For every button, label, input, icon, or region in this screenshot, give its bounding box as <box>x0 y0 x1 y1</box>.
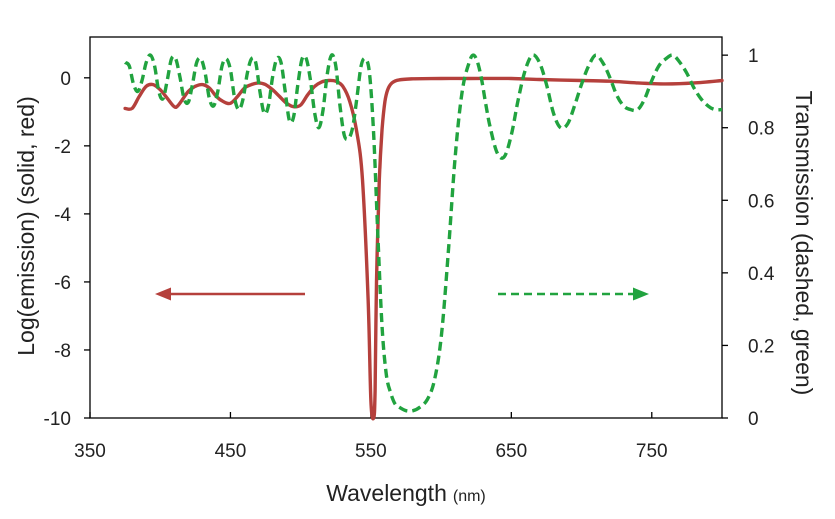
transmission-arrow <box>498 287 649 301</box>
emission-series-line <box>123 76 724 421</box>
y-right-tick-label: 0.8 <box>748 119 774 140</box>
y-left-axis-title: Log(emission) (solid, red) <box>13 96 39 355</box>
y-right-axis-title: Transmission (dashed, green) <box>791 91 817 396</box>
x-tick-label: 450 <box>215 441 247 462</box>
y-left-tick-label: -2 <box>54 137 71 158</box>
series-layer <box>123 53 724 421</box>
y-left-tick-label: 0 <box>60 69 71 90</box>
y-right-axis-ticks: 1 0.8 0.6 0.4 0.2 0 <box>722 46 775 430</box>
x-tick-label: 650 <box>495 441 527 462</box>
y-right-tick-label: 0.2 <box>748 336 774 357</box>
transmission-series-line <box>123 53 723 413</box>
plot-frame <box>89 36 723 419</box>
x-tick-label: 750 <box>636 441 668 462</box>
y-left-tick-label: -4 <box>54 205 71 226</box>
x-axis-ticks: 350 450 550 650 750 <box>74 412 668 462</box>
x-axis-title: Wavelength (nm) <box>326 480 486 506</box>
x-tick-label: 550 <box>355 441 387 462</box>
emission-arrow <box>155 287 305 301</box>
y-left-axis-ticks: 0 -2 -4 -6 -8 -10 <box>44 69 90 430</box>
y-left-tick-label: -8 <box>54 341 71 362</box>
y-right-tick-label: 0 <box>748 409 759 430</box>
y-right-tick-label: 1 <box>748 46 759 67</box>
y-left-tick-label: -6 <box>54 273 71 294</box>
y-right-tick-label: 0.4 <box>748 264 775 285</box>
y-left-tick-label: -10 <box>44 409 71 430</box>
x-tick-label: 350 <box>74 441 106 462</box>
x-axis-unit: (nm) <box>453 488 486 505</box>
y-right-tick-label: 0.6 <box>748 191 774 212</box>
